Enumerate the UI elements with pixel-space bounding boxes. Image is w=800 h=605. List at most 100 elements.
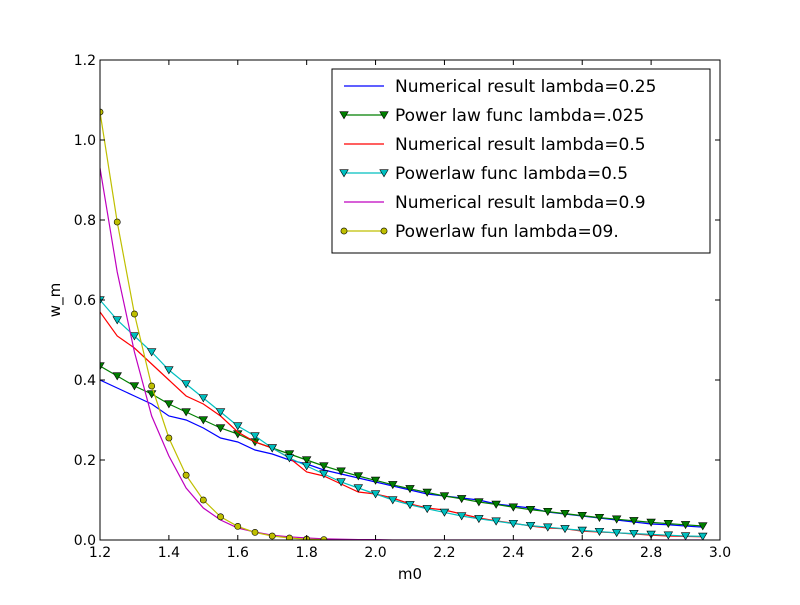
data-point-6-3 — [131, 310, 138, 318]
data-point-2-18 — [388, 481, 398, 490]
data-point-2-21 — [439, 492, 450, 501]
axis-ticks: 1.2 1.4 1.6 1.8 2.0 2.2 2.4 2.6 2.8 3.0 0.0 0.2 0.4 0… — [74, 53, 731, 561]
data-point-4-3 — [129, 332, 140, 341]
data-point-2-5 — [164, 400, 174, 409]
legend-swatch-marker — [339, 169, 349, 178]
x-tick-label: 2.0 — [364, 545, 386, 561]
series-numerical-result-lambda-0-5 — [100, 311, 703, 538]
y-tick-label: 1.2 — [74, 53, 96, 69]
x-axis-label: m0 — [398, 565, 422, 583]
data-point-6-9 — [234, 523, 242, 530]
x-tick-label: 1.6 — [227, 545, 249, 561]
legend-entry-5: Numerical result lambda=0.9 — [344, 193, 646, 213]
data-point-4-9 — [233, 422, 243, 431]
data-point-4-6 — [181, 380, 191, 389]
data-point-2-6 — [181, 408, 191, 417]
data-point-2-30 — [594, 513, 605, 522]
data-point-2-19 — [405, 485, 415, 494]
data-point-4-13 — [301, 462, 312, 471]
data-point-2-15 — [336, 467, 346, 476]
data-point-4-34 — [663, 531, 674, 540]
series-power-law-func-lambda-025 — [100, 362, 708, 531]
data-point-6-12 — [286, 534, 293, 540]
data-point-4-20 — [422, 505, 432, 514]
data-point-4-7 — [198, 394, 209, 403]
data-point-2-28 — [560, 509, 570, 518]
legend-entry-4: Powerlaw func lambda=0.5 — [339, 164, 628, 184]
data-point-4-25 — [508, 519, 519, 528]
data-point-4-29 — [577, 526, 587, 535]
legend-label: Powerlaw func lambda=0.5 — [395, 164, 628, 184]
data-point-4-8 — [215, 408, 226, 417]
data-point-2-29 — [577, 511, 587, 520]
data-point-4-32 — [629, 529, 639, 538]
x-tick-label: 2.2 — [433, 545, 455, 561]
data-point-2-20 — [422, 488, 432, 497]
legend-entry-3: Numerical result lambda=0.5 — [344, 135, 646, 155]
legend-label: Power law func lambda=.025 — [395, 106, 644, 126]
data-point-2-22 — [456, 495, 467, 504]
data-point-2-12 — [284, 450, 295, 459]
legend-box — [331, 68, 711, 254]
legend-label: Numerical result lambda=0.5 — [395, 135, 646, 155]
legend-swatch-marker — [379, 111, 389, 120]
data-point-6-2 — [113, 218, 121, 226]
data-point-2-36 — [698, 522, 708, 531]
data-point-4-17 — [370, 490, 381, 499]
data-point-2-23 — [474, 498, 484, 507]
data-point-2-2 — [112, 372, 122, 381]
data-point-2-3 — [129, 382, 140, 391]
legend-entry-6: Powerlaw fun lambda=09. — [340, 222, 619, 242]
legend-swatch-marker — [340, 227, 348, 235]
series-numerical-result-lambda-0-9 — [100, 167, 703, 540]
legend-label: Numerical result lambda=0.9 — [395, 193, 646, 213]
data-point-4-14 — [319, 470, 329, 479]
data-point-4-21 — [439, 508, 450, 517]
data-point-2-14 — [319, 462, 329, 471]
x-tick-label: 1.2 — [89, 545, 111, 561]
legend-entry-2: Power law func lambda=.025 — [339, 106, 644, 126]
x-tick-label: 2.6 — [571, 545, 593, 561]
data-point-4-2 — [112, 316, 122, 325]
y-tick-label: 0.0 — [74, 533, 96, 549]
data-point-2-17 — [370, 476, 381, 485]
data-point-6-7 — [199, 496, 207, 504]
data-point-4-16 — [353, 484, 364, 493]
data-point-2-27 — [543, 507, 553, 516]
data-point-6-11 — [268, 532, 276, 540]
data-point-2-1 — [100, 362, 105, 371]
data-point-4-33 — [646, 530, 656, 539]
y-tick-label: 1.0 — [74, 133, 96, 149]
data-point-2-33 — [646, 518, 656, 527]
y-tick-label: 0.2 — [74, 453, 96, 469]
data-point-6-5 — [165, 434, 173, 442]
data-point-6-8 — [217, 513, 224, 521]
legend-label: Numerical result lambda=0.25 — [395, 77, 656, 97]
data-point-2-26 — [525, 505, 536, 514]
y-tick-label: 0.6 — [74, 293, 96, 309]
series-powerlaw-func-lambda-0-5 — [100, 296, 708, 540]
y-tick-label: 0.8 — [74, 213, 96, 229]
x-tick-label: 2.4 — [502, 545, 524, 561]
x-tick-label: 2.8 — [640, 545, 662, 561]
data-point-4-10 — [250, 432, 260, 441]
series-line-5 — [100, 167, 703, 540]
y-axis-label: w_m — [46, 283, 65, 317]
data-point-2-9 — [233, 430, 243, 439]
legend-entry-1: Numerical result lambda=0.25 — [344, 77, 656, 97]
data-point-6-6 — [182, 471, 190, 479]
data-point-4-22 — [456, 512, 467, 521]
legend-swatch-marker — [379, 169, 389, 178]
series-line-1 — [100, 379, 703, 528]
data-point-4-12 — [284, 454, 295, 463]
data-point-4-23 — [474, 515, 484, 524]
series-numerical-result-lambda-0-25 — [100, 379, 703, 528]
data-point-4-31 — [611, 529, 622, 538]
legend-swatch-marker — [339, 111, 349, 120]
legend-swatch-marker — [380, 227, 388, 235]
data-point-4-28 — [560, 525, 570, 534]
series-powerlaw-fun-lambda-09 — [100, 108, 328, 540]
data-point-4-36 — [698, 532, 708, 540]
